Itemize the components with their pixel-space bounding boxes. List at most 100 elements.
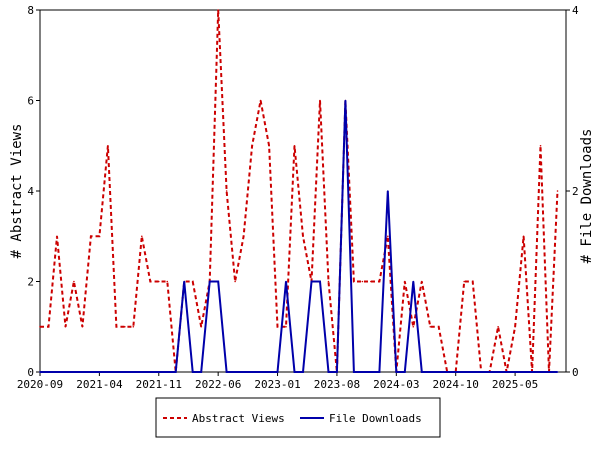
data-point [463,280,465,283]
data-point [157,371,160,373]
data-point [471,280,474,283]
data-point [149,280,152,283]
data-point [157,280,160,283]
data-point [225,190,228,192]
data-point [251,144,253,147]
data-point [327,371,330,373]
data-point [124,371,126,373]
data-point [90,235,92,238]
data-point [437,371,440,373]
data-point [522,371,525,373]
data-point [115,371,118,373]
data-point [293,371,296,373]
data-point [166,371,169,373]
y-tick-label-right: 4 [572,4,579,17]
y-tick-label-left: 6 [27,95,34,108]
data-point [174,371,177,373]
data-point [98,371,101,373]
data-point [319,99,321,102]
data-point [497,325,499,328]
x-tick-label: 2023-08 [314,378,360,391]
y-axis-title-right: # File Downloads [579,129,595,264]
data-point [107,144,109,147]
series-layer [39,9,559,373]
data-point [370,371,372,373]
data-point [454,371,457,373]
data-point [200,371,202,373]
tick-labels: 0 2 4 6 8 0 2 4 2020-09 2021-04 2021-11 2022-06 2023… [17,4,579,391]
data-point [81,325,84,328]
data-point [412,280,415,283]
legend-label-abstract-views: Abstract Views [192,412,285,425]
data-point [242,371,245,373]
data-point [47,325,50,328]
x-tick-label: 2025-05 [492,378,538,391]
y-tick-label-right: 0 [572,366,579,379]
data-point [488,371,491,373]
data-point [429,371,432,373]
data-point [404,280,406,283]
data-point [208,280,211,283]
data-point [429,325,432,328]
data-point [404,371,406,373]
x-tick-label: 2023-01 [254,378,300,391]
data-point [259,99,262,102]
data-point [548,371,550,373]
data-point [556,190,559,192]
data-point [90,371,92,373]
data-point [412,325,415,328]
data-point [353,371,355,373]
data-point [378,280,381,283]
data-point [73,371,75,373]
data-point [353,280,355,283]
data-point [251,371,253,373]
data-point [225,371,228,373]
data-point [81,371,84,373]
data-point [141,235,143,238]
data-point [132,371,135,373]
data-point [234,280,236,283]
x-tick-label: 2021-11 [136,378,182,391]
data-point [327,280,330,283]
x-tick-label: 2024-10 [433,378,479,391]
data-point [319,280,321,283]
y-tick-label-left: 8 [27,4,34,17]
data-point [480,371,482,373]
data-point [420,280,423,283]
data-point [302,371,304,373]
legend-label-file-downloads: File Downloads [329,412,422,425]
data-point [183,280,186,283]
data-point [387,235,389,238]
data-point [191,280,194,283]
data-point [268,144,270,147]
y-tick-label-left: 4 [27,185,34,198]
data-point [124,325,126,328]
x-tick-label: 2024-03 [373,378,419,391]
data-point [268,371,270,373]
data-point [276,325,279,328]
data-point [166,280,169,283]
y-tick-label-right: 2 [572,185,579,198]
series-line [40,9,559,373]
data-point [505,371,508,373]
data-point [64,325,67,328]
data-point [514,325,516,328]
data-point [370,280,372,283]
y-tick-label-left: 0 [27,366,34,379]
data-point [217,280,219,283]
data-point [522,235,525,238]
series-line [40,100,558,373]
data-point [387,190,389,192]
data-point [39,325,41,328]
data-point [56,371,58,373]
data-point [336,371,338,373]
data-point [132,325,135,328]
data-point [200,325,202,328]
data-point [531,371,533,373]
data-point [395,371,398,373]
data-point [437,325,440,328]
data-point [64,371,67,373]
data-point [115,325,118,328]
data-point [285,325,287,328]
